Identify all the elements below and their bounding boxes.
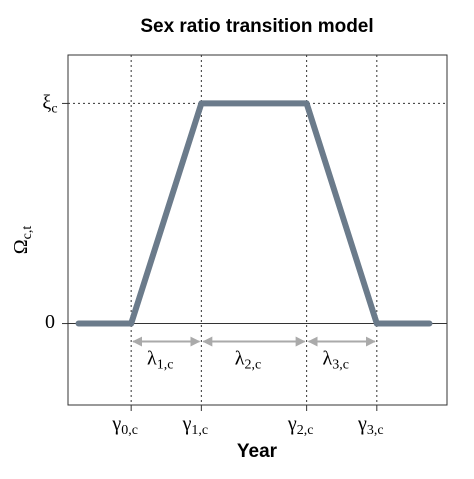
- interval-label: λ2,c: [235, 347, 261, 373]
- y-axis-label: Ωc,t: [10, 226, 36, 255]
- data-line: [75, 100, 433, 327]
- x-tick-label: γ2,c: [287, 413, 314, 439]
- interval-label: λ1,c: [147, 347, 173, 373]
- x-axis-label: Year: [237, 441, 278, 462]
- x-tick-label: γ1,c: [182, 413, 209, 439]
- y-tick-label: 0: [45, 311, 55, 333]
- interval-label: λ3,c: [323, 347, 349, 373]
- plot-frame: [67, 54, 448, 406]
- x-tick-label: γ0,c: [111, 413, 138, 439]
- x-tick-label: γ3,c: [357, 413, 384, 439]
- chart-title: Sex ratio transition model: [140, 16, 373, 37]
- y-tick-label: ξc: [42, 91, 57, 117]
